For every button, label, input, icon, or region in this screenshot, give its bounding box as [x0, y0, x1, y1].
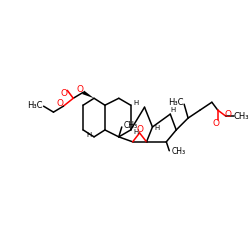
Text: H: H: [133, 100, 138, 106]
Text: H: H: [86, 132, 92, 138]
Text: O: O: [57, 99, 64, 108]
Text: O: O: [136, 126, 143, 134]
Text: CH₃: CH₃: [234, 112, 249, 120]
Text: H₃C: H₃C: [27, 101, 42, 110]
Text: CH₃: CH₃: [171, 147, 185, 156]
Text: O: O: [212, 118, 219, 128]
Text: H: H: [155, 125, 160, 131]
Polygon shape: [82, 90, 94, 98]
Text: O: O: [61, 89, 68, 98]
Text: H: H: [133, 129, 138, 135]
Text: O: O: [77, 85, 84, 94]
Text: H₃C: H₃C: [168, 98, 184, 107]
Text: O: O: [224, 110, 231, 118]
Text: H: H: [170, 107, 176, 113]
Text: CH₃: CH₃: [124, 122, 138, 130]
